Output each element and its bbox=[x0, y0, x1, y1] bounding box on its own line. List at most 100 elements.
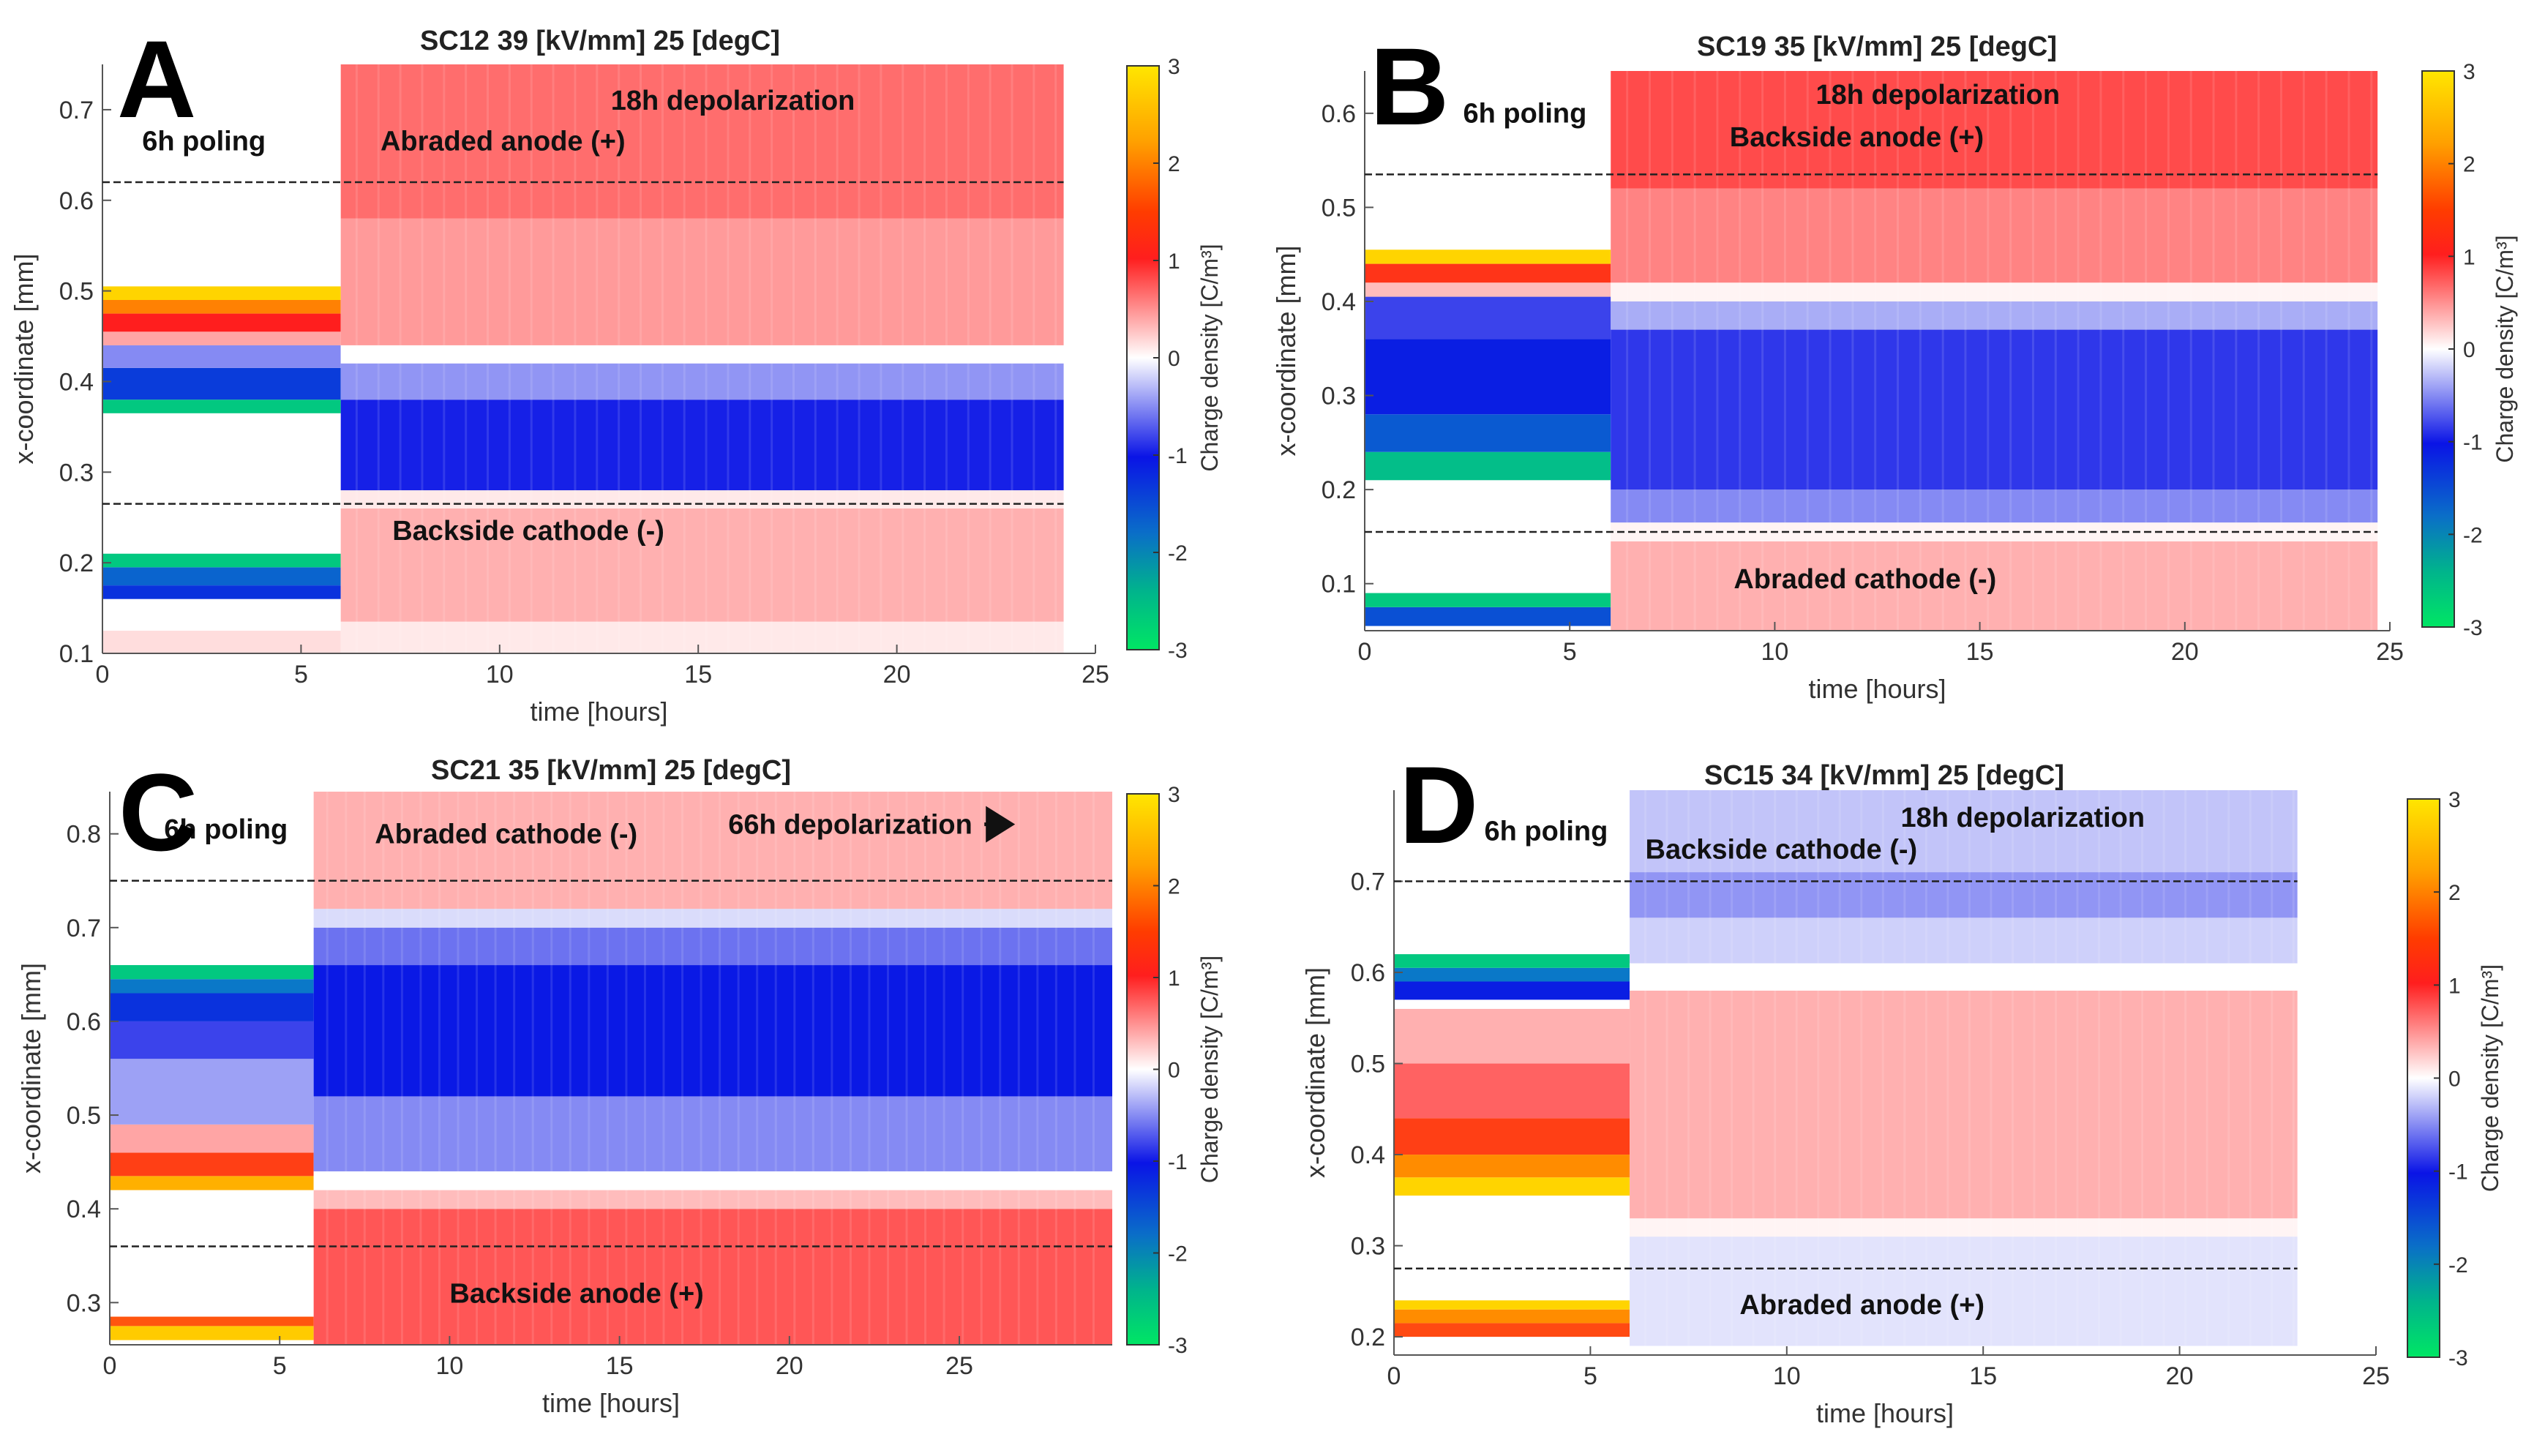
colorbar-tick-label: 0 bbox=[1168, 1059, 1180, 1083]
colorbar-tick-label: -2 bbox=[1168, 541, 1188, 566]
colorbar-tick-label: 0 bbox=[2463, 338, 2475, 362]
heatmap-poling-band bbox=[1365, 296, 1611, 339]
heatmap-poling-band bbox=[1365, 282, 1611, 297]
heatmap-poling-band bbox=[1394, 1008, 1630, 1064]
colorbar-tick-label: -2 bbox=[1168, 1242, 1188, 1267]
chart-title: SC21 35 [kV/mm] 25 [degC] bbox=[431, 755, 791, 786]
x-tick-label: 20 bbox=[2171, 638, 2199, 666]
y-axis-label: x-coordinate [mm] bbox=[9, 253, 39, 464]
heatmap-depol-band bbox=[1630, 917, 2298, 964]
heatmap-depol-band bbox=[313, 1096, 1113, 1171]
heatmap-poling-band bbox=[1394, 1323, 1630, 1337]
colorbar-tick-label: -2 bbox=[2448, 1253, 2468, 1277]
y-tick-label: 0.3 bbox=[59, 459, 94, 487]
x-tick-label: 10 bbox=[1761, 638, 1788, 666]
colorbar-label: Charge density [C/m³] bbox=[1196, 956, 1223, 1183]
colorbar-tick-label: 1 bbox=[1168, 967, 1180, 991]
heatmap-poling-band bbox=[1365, 249, 1611, 264]
heatmap-poling-band bbox=[1394, 1155, 1630, 1178]
heatmap-depol-band bbox=[340, 345, 1064, 364]
x-tick-label: 25 bbox=[2376, 638, 2404, 666]
heatmap-depol-band bbox=[1630, 963, 2298, 991]
x-tick-label: 15 bbox=[1966, 638, 1994, 666]
y-tick-label: 0.7 bbox=[67, 915, 101, 942]
colorbar-tick-label: 1 bbox=[2463, 245, 2475, 269]
y-tick-label: 0.4 bbox=[1351, 1141, 1385, 1169]
x-tick-label: 15 bbox=[684, 661, 712, 688]
heatmap-poling-band bbox=[110, 1059, 314, 1125]
heatmap-poling-band bbox=[110, 1316, 314, 1326]
colorbar-tick-label: 1 bbox=[2448, 974, 2461, 998]
heatmap-poling-band bbox=[110, 993, 314, 1021]
x-tick-label: 25 bbox=[1082, 661, 1109, 688]
heatmap-depol-band bbox=[340, 508, 1064, 622]
panel-letter: B bbox=[1370, 25, 1449, 148]
heatmap-depol-band bbox=[340, 490, 1064, 509]
x-axis-label: time [hours] bbox=[530, 697, 667, 727]
heatmap-depol-band bbox=[1630, 1218, 2298, 1237]
heatmap-depol-band bbox=[1611, 71, 2378, 189]
colorbar-label: Charge density [C/m³] bbox=[1196, 244, 1223, 471]
heatmap-depol-band bbox=[313, 909, 1113, 928]
heatmap-poling-band bbox=[1394, 1177, 1630, 1196]
heatmap-depol-band bbox=[1630, 872, 2298, 918]
panel-letter: C bbox=[119, 751, 198, 874]
colorbar-label: Charge density [C/m³] bbox=[2492, 235, 2518, 462]
heatmap-poling-band bbox=[1365, 593, 1611, 607]
x-tick-label: 10 bbox=[435, 1352, 463, 1380]
x-tick-label: 5 bbox=[1583, 1362, 1597, 1390]
colorbar-tick-label: 2 bbox=[1168, 875, 1180, 899]
heatmap-poling-band bbox=[1365, 263, 1611, 283]
heatmap-depol-band bbox=[313, 1209, 1113, 1345]
colorbar-tick-label: 2 bbox=[1168, 152, 1180, 176]
annotation-label: Abraded cathode (-) bbox=[375, 819, 637, 849]
colorbar-tick-label: -3 bbox=[2448, 1346, 2468, 1370]
heatmap-depol-band bbox=[340, 399, 1064, 491]
x-tick-label: 20 bbox=[883, 661, 911, 688]
heatmap-depol-band bbox=[1611, 329, 2378, 490]
heatmap-poling-band bbox=[1365, 451, 1611, 481]
heatmap-poling-band bbox=[1394, 1118, 1630, 1155]
heatmap-poling-band bbox=[102, 567, 341, 586]
heatmap-depol-band bbox=[313, 965, 1113, 1097]
heatmap-depol-band bbox=[1611, 301, 2378, 330]
y-tick-label: 0.4 bbox=[59, 368, 94, 396]
x-tick-label: 0 bbox=[1358, 638, 1372, 666]
annotation-label: 18h depolarization bbox=[1900, 803, 2145, 833]
colorbar-label: Charge density [C/m³] bbox=[2477, 964, 2503, 1192]
heatmap-depol-band bbox=[1630, 990, 2298, 1219]
heatmap-poling-band bbox=[110, 1326, 314, 1340]
annotation-label: 6h poling bbox=[142, 127, 266, 157]
panel-letter: D bbox=[1399, 743, 1478, 866]
heatmap-depol-band bbox=[340, 363, 1064, 400]
heatmap-depol-band bbox=[1611, 282, 2378, 301]
y-tick-label: 0.3 bbox=[1351, 1233, 1385, 1261]
heatmap-poling-band bbox=[110, 965, 314, 980]
x-tick-label: 10 bbox=[1773, 1362, 1801, 1390]
heatmap-poling-band bbox=[102, 300, 341, 314]
y-tick-label: 0.5 bbox=[1322, 194, 1356, 222]
y-tick-label: 0.3 bbox=[67, 1289, 101, 1317]
y-tick-label: 0.6 bbox=[1322, 100, 1356, 128]
y-axis-label: x-coordinate [mm] bbox=[16, 963, 46, 1174]
heatmap-poling-band bbox=[110, 1021, 314, 1059]
heatmap-poling-band bbox=[1394, 1309, 1630, 1324]
annotation-label: 18h depolarization bbox=[1815, 80, 2060, 110]
x-tick-label: 25 bbox=[2362, 1362, 2390, 1390]
heatmap-depol-band bbox=[313, 1190, 1113, 1209]
x-tick-label: 20 bbox=[2166, 1362, 2194, 1390]
colorbar-tick-label: -2 bbox=[2463, 523, 2483, 547]
y-tick-label: 0.4 bbox=[1322, 288, 1356, 316]
y-axis-label: x-coordinate [mm] bbox=[1271, 245, 1301, 456]
chart-title: SC12 39 [kV/mm] 25 [degC] bbox=[420, 26, 780, 56]
y-tick-label: 0.5 bbox=[67, 1102, 101, 1130]
colorbar-tick-label: -3 bbox=[2463, 616, 2483, 640]
heatmap-poling-band bbox=[102, 367, 341, 400]
chart-title: SC15 34 [kV/mm] 25 [degC] bbox=[1704, 760, 2064, 791]
heatmap-poling-band bbox=[1365, 607, 1611, 626]
y-tick-label: 0.5 bbox=[1351, 1051, 1385, 1078]
heatmap-poling-band bbox=[1394, 999, 1630, 1009]
